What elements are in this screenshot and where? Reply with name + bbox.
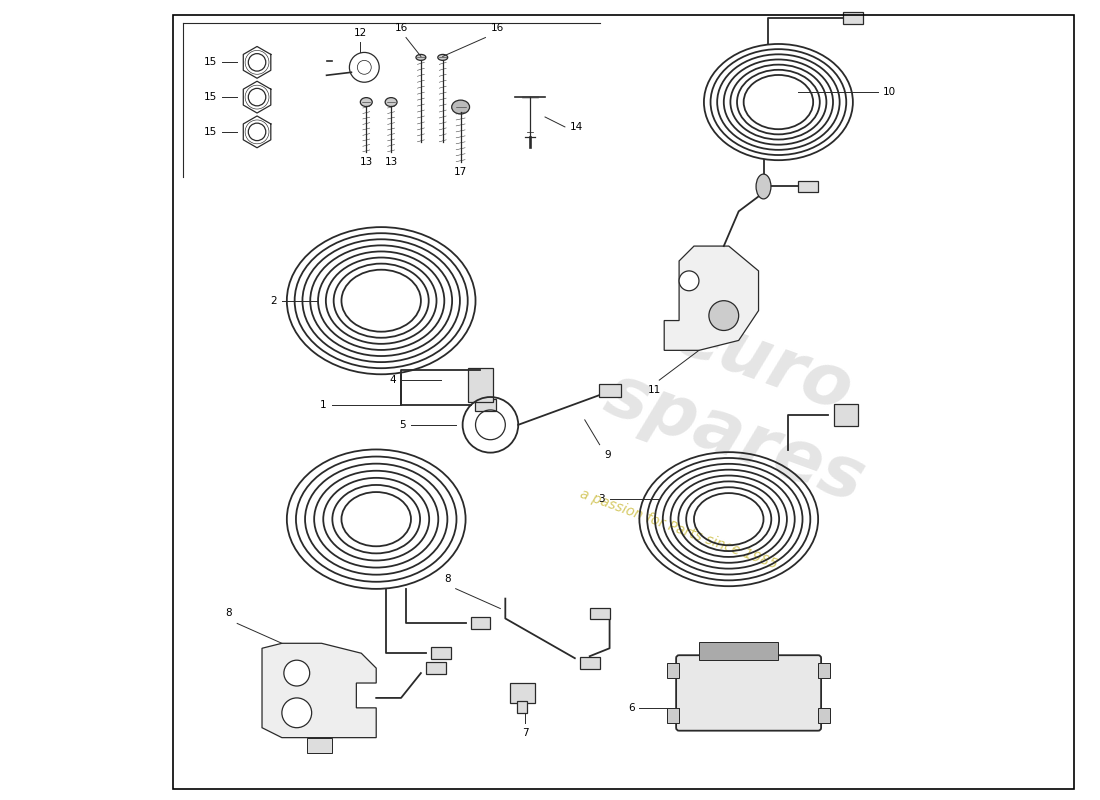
Text: 12: 12 xyxy=(354,27,367,38)
Ellipse shape xyxy=(361,98,372,106)
Bar xyxy=(580,658,600,669)
Bar xyxy=(834,404,858,426)
Text: 16: 16 xyxy=(395,22,408,33)
Text: 6: 6 xyxy=(628,703,635,713)
Ellipse shape xyxy=(452,100,470,114)
Bar xyxy=(590,607,609,619)
Bar xyxy=(698,642,779,660)
Circle shape xyxy=(282,698,311,728)
Ellipse shape xyxy=(385,98,397,106)
Text: 8: 8 xyxy=(226,609,232,618)
FancyBboxPatch shape xyxy=(676,655,821,730)
Text: 5: 5 xyxy=(399,420,406,430)
Text: 15: 15 xyxy=(205,92,218,102)
Bar xyxy=(474,398,496,411)
Text: 1: 1 xyxy=(320,400,327,410)
Text: 14: 14 xyxy=(570,122,583,132)
Text: 15: 15 xyxy=(205,127,218,137)
Text: a passion for Parts since 1985: a passion for Parts since 1985 xyxy=(579,486,780,571)
Text: 17: 17 xyxy=(454,166,467,177)
Bar xyxy=(668,708,679,722)
Bar xyxy=(307,738,331,753)
Text: 8: 8 xyxy=(444,574,451,584)
Text: 9: 9 xyxy=(605,450,612,460)
Text: 4: 4 xyxy=(389,375,396,385)
Bar xyxy=(426,662,446,674)
Bar xyxy=(173,14,1075,790)
Bar xyxy=(818,663,830,678)
Text: 16: 16 xyxy=(491,22,504,33)
Text: 7: 7 xyxy=(521,728,528,738)
Bar xyxy=(431,647,451,659)
Ellipse shape xyxy=(416,54,426,60)
Circle shape xyxy=(708,301,739,330)
Circle shape xyxy=(284,660,310,686)
Text: 11: 11 xyxy=(648,385,661,395)
Text: 13: 13 xyxy=(385,157,398,166)
Text: 2: 2 xyxy=(271,296,277,306)
Bar xyxy=(843,12,862,24)
Bar xyxy=(668,663,679,678)
Bar xyxy=(598,384,620,397)
Polygon shape xyxy=(262,643,376,738)
Text: 15: 15 xyxy=(205,58,218,67)
Text: 13: 13 xyxy=(360,157,373,166)
Bar xyxy=(469,368,493,402)
Polygon shape xyxy=(664,246,759,350)
Bar xyxy=(471,618,491,630)
Bar xyxy=(818,708,830,722)
Text: euro
spares: euro spares xyxy=(596,284,901,516)
Ellipse shape xyxy=(756,174,771,199)
Bar xyxy=(510,683,535,703)
Bar xyxy=(517,701,527,713)
Bar xyxy=(799,181,818,193)
Ellipse shape xyxy=(438,54,448,60)
Circle shape xyxy=(679,271,699,290)
Text: 3: 3 xyxy=(598,494,605,504)
Text: 10: 10 xyxy=(882,87,895,97)
